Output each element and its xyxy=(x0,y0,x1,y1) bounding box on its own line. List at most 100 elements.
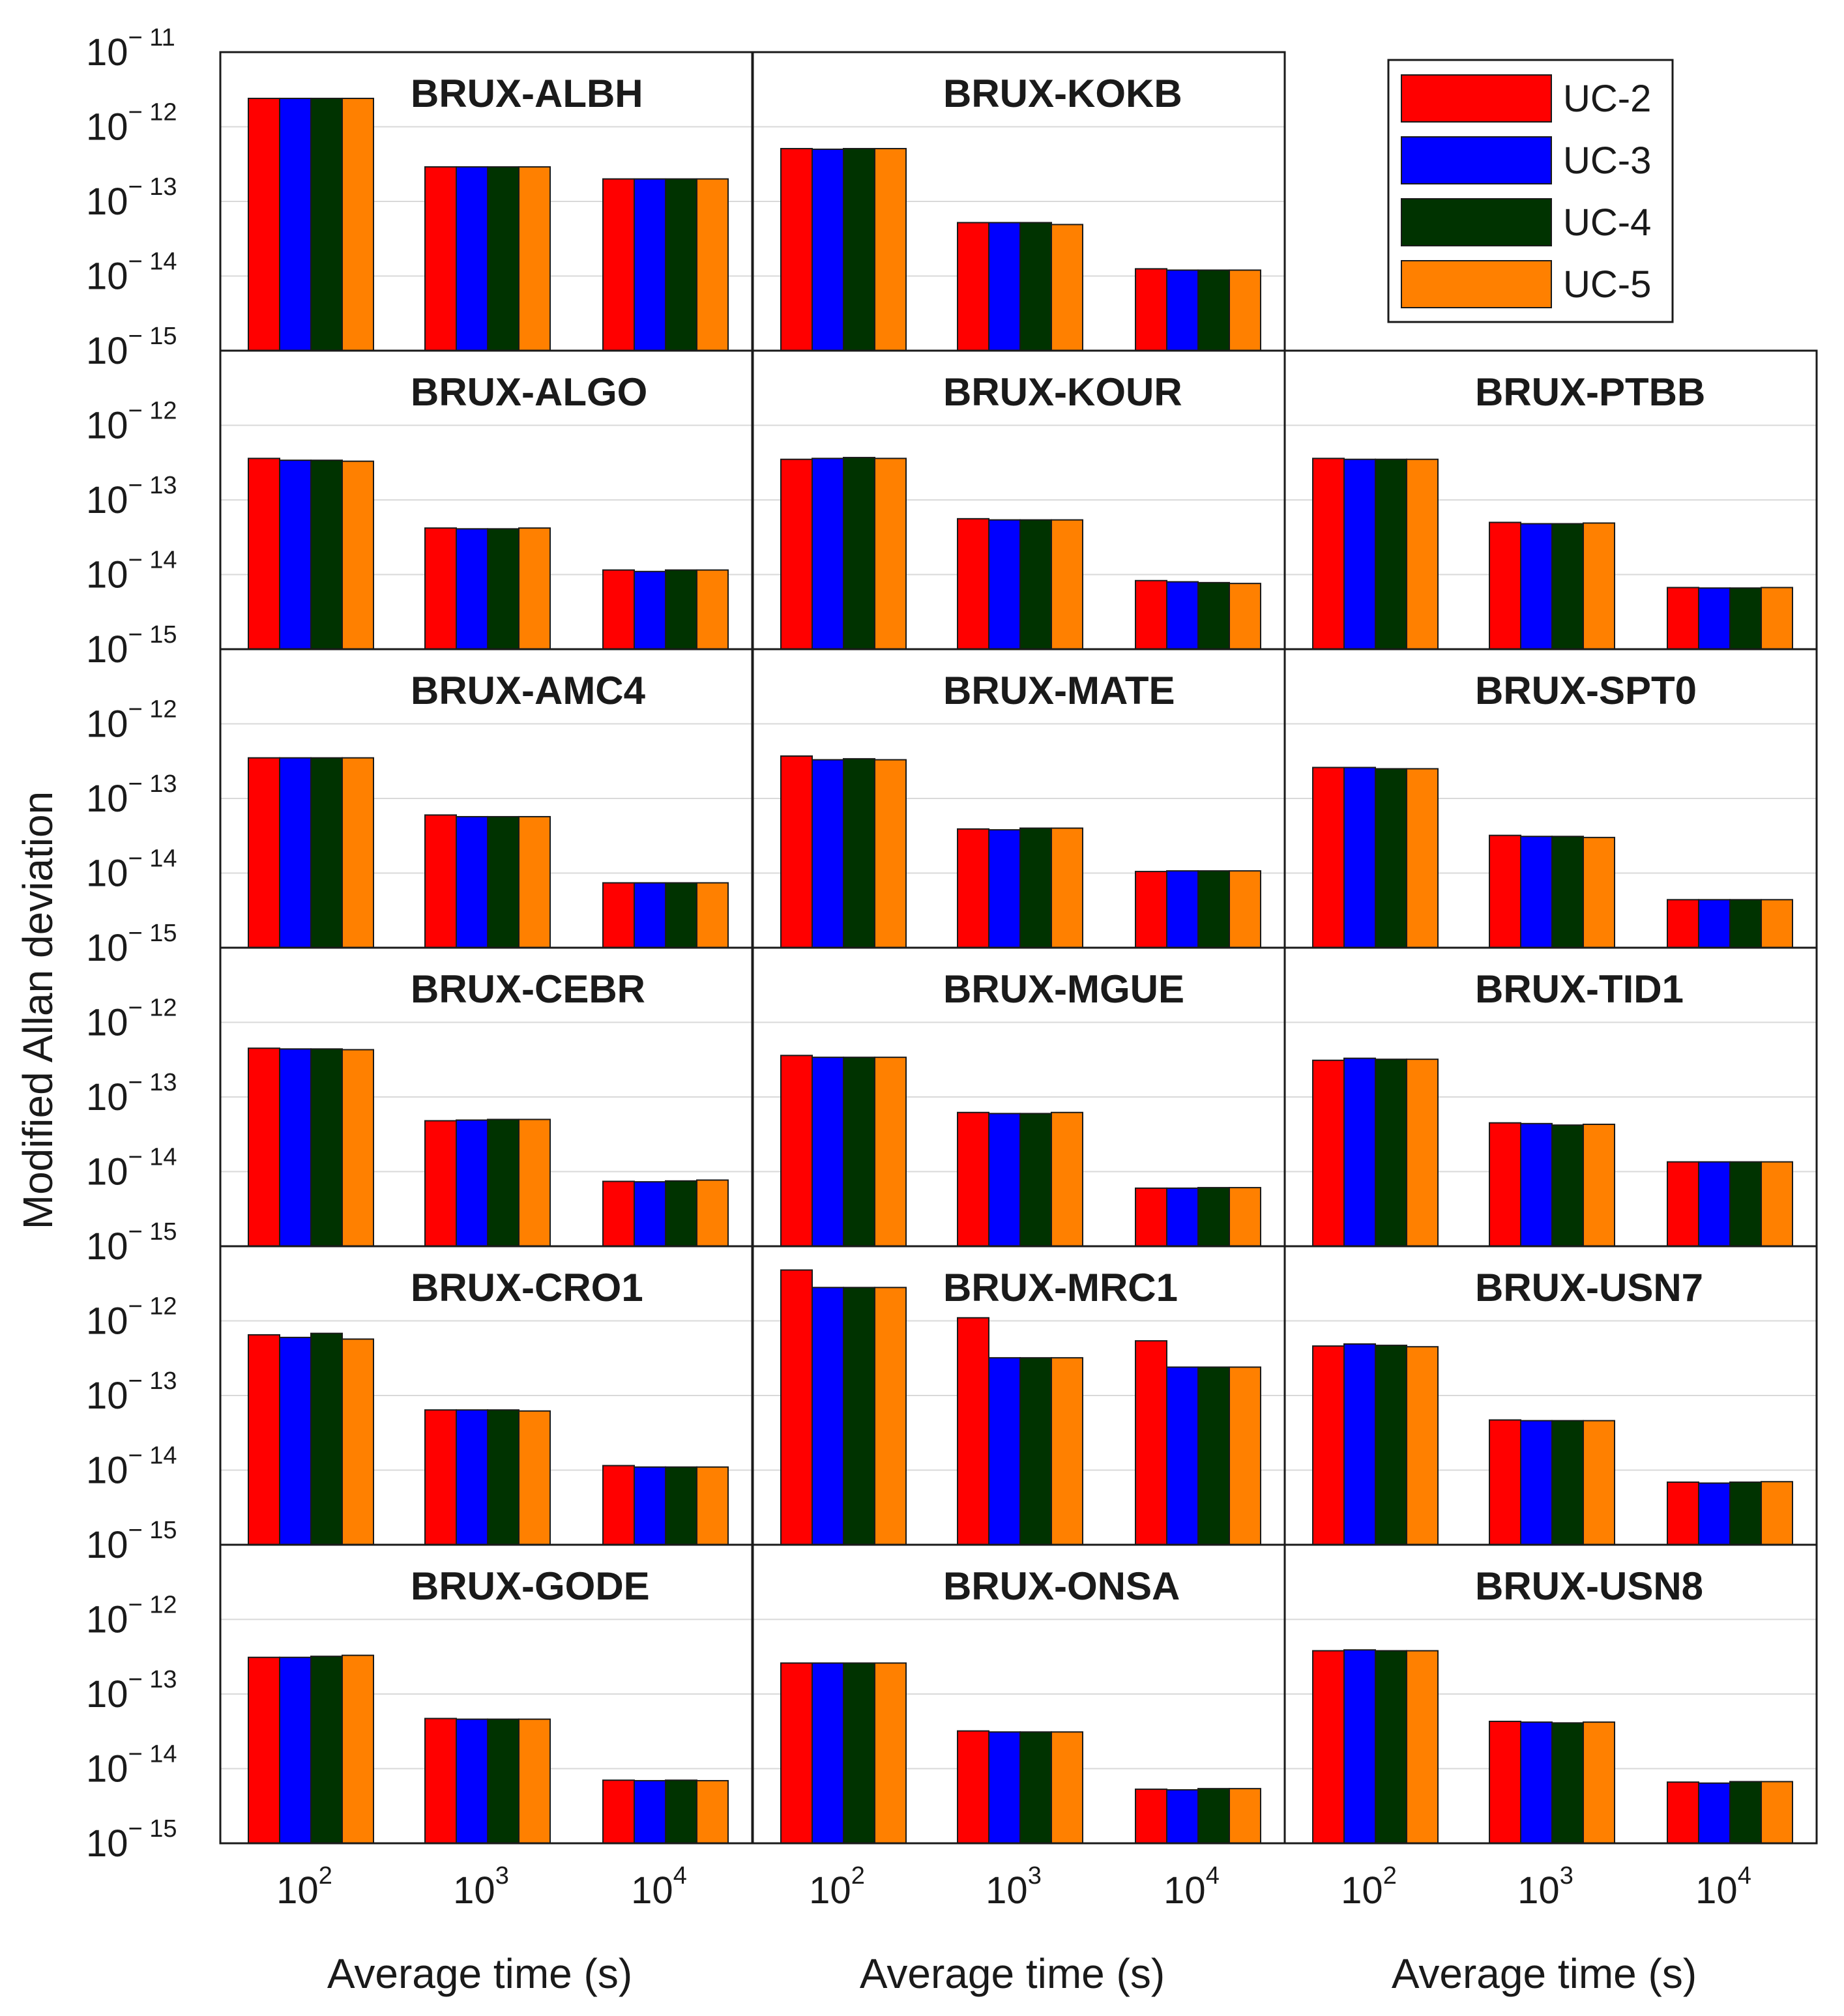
bar-brux-amc4-1-uc-3 xyxy=(456,815,488,948)
bar-brux-mate-2-uc-2 xyxy=(1135,871,1167,949)
bar-brux-usn7-0-uc-4 xyxy=(1375,1345,1407,1545)
bar-brux-amc4-2-uc-4 xyxy=(665,882,697,949)
bar-brux-mrc1-1-uc-4 xyxy=(1019,1357,1052,1546)
bar-brux-tid1-2-uc-2 xyxy=(1667,1161,1699,1247)
x-tick-label: 104 xyxy=(1163,1862,1220,1912)
bar-brux-usn8-2-uc-5 xyxy=(1761,1781,1793,1845)
bar-brux-kokb-2-uc-4 xyxy=(1197,269,1230,351)
bar-brux-onsa-1-uc-3 xyxy=(988,1731,1021,1844)
bar-brux-albh-0-uc-2 xyxy=(248,97,280,351)
bar-brux-mgue-2-uc-5 xyxy=(1229,1187,1261,1247)
bar-brux-cebr-1-uc-2 xyxy=(424,1120,457,1248)
panel-title: BRUX-MATE xyxy=(943,669,1175,712)
bar-brux-tid1-2-uc-3 xyxy=(1698,1161,1731,1247)
panel-title: BRUX-PTBB xyxy=(1475,370,1705,414)
y-tick-label: 10− 13 xyxy=(86,1367,177,1417)
bar-brux-algo-0-uc-4 xyxy=(310,460,343,650)
bar-brux-usn8-2-uc-3 xyxy=(1698,1782,1731,1844)
bar-brux-spt0-0-uc-5 xyxy=(1406,768,1439,949)
bar-brux-algo-1-uc-3 xyxy=(456,528,488,650)
bar-brux-mgue-0-uc-4 xyxy=(843,1057,875,1247)
panel-title: BRUX-AMC4 xyxy=(411,669,646,712)
y-tick-label: 10− 15 xyxy=(86,323,177,372)
x-axis-label: Average time (s) xyxy=(327,1950,632,1997)
bar-brux-mate-0-uc-5 xyxy=(874,759,907,948)
bar-brux-usn8-0-uc-3 xyxy=(1343,1649,1376,1844)
bar-brux-cebr-0-uc-3 xyxy=(279,1048,312,1248)
bar-brux-kokb-1-uc-2 xyxy=(957,222,989,351)
x-tick-label: 103 xyxy=(453,1862,509,1912)
bar-brux-onsa-1-uc-4 xyxy=(1019,1731,1052,1844)
bar-brux-mrc1-0-uc-5 xyxy=(874,1287,907,1545)
panel-title: BRUX-TID1 xyxy=(1475,967,1684,1011)
y-tick-label: 10− 12 xyxy=(86,1293,177,1343)
bar-brux-mate-2-uc-3 xyxy=(1166,870,1199,948)
bar-brux-amc4-0-uc-4 xyxy=(310,757,343,948)
bar-brux-kour-1-uc-4 xyxy=(1019,519,1052,650)
bar-brux-cebr-1-uc-4 xyxy=(487,1118,520,1247)
bar-brux-onsa-1-uc-5 xyxy=(1051,1731,1083,1844)
bar-brux-kokb-1-uc-5 xyxy=(1051,224,1083,351)
y-tick-label: 10− 14 xyxy=(86,1442,177,1492)
bar-brux-tid1-2-uc-4 xyxy=(1729,1161,1762,1247)
bar-brux-onsa-1-uc-2 xyxy=(957,1730,989,1845)
bar-brux-usn8-0-uc-2 xyxy=(1312,1650,1345,1844)
y-tick-label: 10− 12 xyxy=(86,696,177,746)
bar-brux-mate-0-uc-4 xyxy=(843,758,875,948)
bar-brux-usn7-1-uc-2 xyxy=(1489,1419,1521,1545)
bar-brux-algo-1-uc-4 xyxy=(487,528,520,650)
bar-brux-kour-2-uc-2 xyxy=(1135,579,1167,650)
bar-brux-onsa-0-uc-3 xyxy=(812,1662,844,1845)
bar-brux-cro1-0-uc-4 xyxy=(310,1332,343,1545)
bar-brux-ptbb-0-uc-2 xyxy=(1312,458,1345,650)
bar-brux-amc4-1-uc-2 xyxy=(424,814,457,949)
bar-brux-cro1-1-uc-5 xyxy=(518,1410,551,1546)
bar-brux-usn8-1-uc-5 xyxy=(1583,1721,1615,1844)
panel-title: BRUX-CEBR xyxy=(411,967,645,1011)
bar-brux-mrc1-2-uc-5 xyxy=(1229,1366,1261,1545)
panel-title: BRUX-GODE xyxy=(411,1564,650,1608)
bar-brux-albh-2-uc-5 xyxy=(696,178,729,351)
bar-brux-tid1-0-uc-4 xyxy=(1375,1059,1407,1247)
bar-brux-tid1-0-uc-3 xyxy=(1343,1057,1376,1247)
bar-brux-kour-0-uc-3 xyxy=(812,458,844,650)
bar-brux-algo-2-uc-3 xyxy=(634,570,666,650)
bar-brux-onsa-0-uc-4 xyxy=(843,1662,875,1845)
y-tick-label: 10− 13 xyxy=(86,472,177,521)
bar-brux-gode-1-uc-5 xyxy=(518,1718,551,1845)
bar-brux-mate-2-uc-4 xyxy=(1197,870,1230,948)
bar-brux-kour-2-uc-4 xyxy=(1197,581,1230,650)
bar-brux-usn7-0-uc-5 xyxy=(1406,1346,1439,1546)
bar-brux-spt0-0-uc-3 xyxy=(1343,767,1376,949)
x-tick-label: 102 xyxy=(276,1862,332,1912)
legend-label: UC-3 xyxy=(1563,139,1651,182)
bar-brux-ptbb-1-uc-3 xyxy=(1520,523,1553,650)
bar-brux-kokb-2-uc-5 xyxy=(1229,269,1261,351)
bar-brux-usn7-1-uc-5 xyxy=(1583,1420,1615,1546)
bar-brux-cebr-2-uc-5 xyxy=(696,1179,729,1248)
bar-brux-onsa-2-uc-3 xyxy=(1166,1789,1199,1844)
bar-brux-mgue-2-uc-2 xyxy=(1135,1187,1167,1248)
bar-brux-cro1-0-uc-3 xyxy=(279,1336,312,1545)
bar-brux-onsa-2-uc-5 xyxy=(1229,1788,1261,1844)
panel-title: BRUX-ONSA xyxy=(943,1564,1180,1608)
bar-brux-mrc1-0-uc-4 xyxy=(843,1287,875,1545)
bar-brux-ptbb-1-uc-4 xyxy=(1551,523,1584,650)
bar-brux-algo-2-uc-4 xyxy=(665,569,697,650)
bar-brux-cro1-0-uc-5 xyxy=(342,1338,374,1546)
bar-brux-albh-1-uc-5 xyxy=(518,166,551,351)
bar-brux-ptbb-2-uc-3 xyxy=(1698,587,1731,650)
bar-brux-usn7-0-uc-2 xyxy=(1312,1345,1345,1546)
bar-brux-ptbb-2-uc-4 xyxy=(1729,587,1762,650)
bar-brux-kokb-0-uc-5 xyxy=(874,147,907,351)
bar-brux-kour-2-uc-5 xyxy=(1229,583,1261,650)
y-tick-label: 10− 12 xyxy=(86,1592,177,1641)
bar-brux-usn8-2-uc-4 xyxy=(1729,1781,1762,1845)
legend-label: UC-4 xyxy=(1563,201,1651,244)
bar-brux-spt0-0-uc-4 xyxy=(1375,768,1407,949)
bar-brux-mate-0-uc-2 xyxy=(780,755,813,949)
bar-brux-algo-2-uc-2 xyxy=(602,569,635,650)
bar-brux-usn7-1-uc-3 xyxy=(1520,1420,1553,1546)
bar-brux-mgue-0-uc-3 xyxy=(812,1057,844,1247)
